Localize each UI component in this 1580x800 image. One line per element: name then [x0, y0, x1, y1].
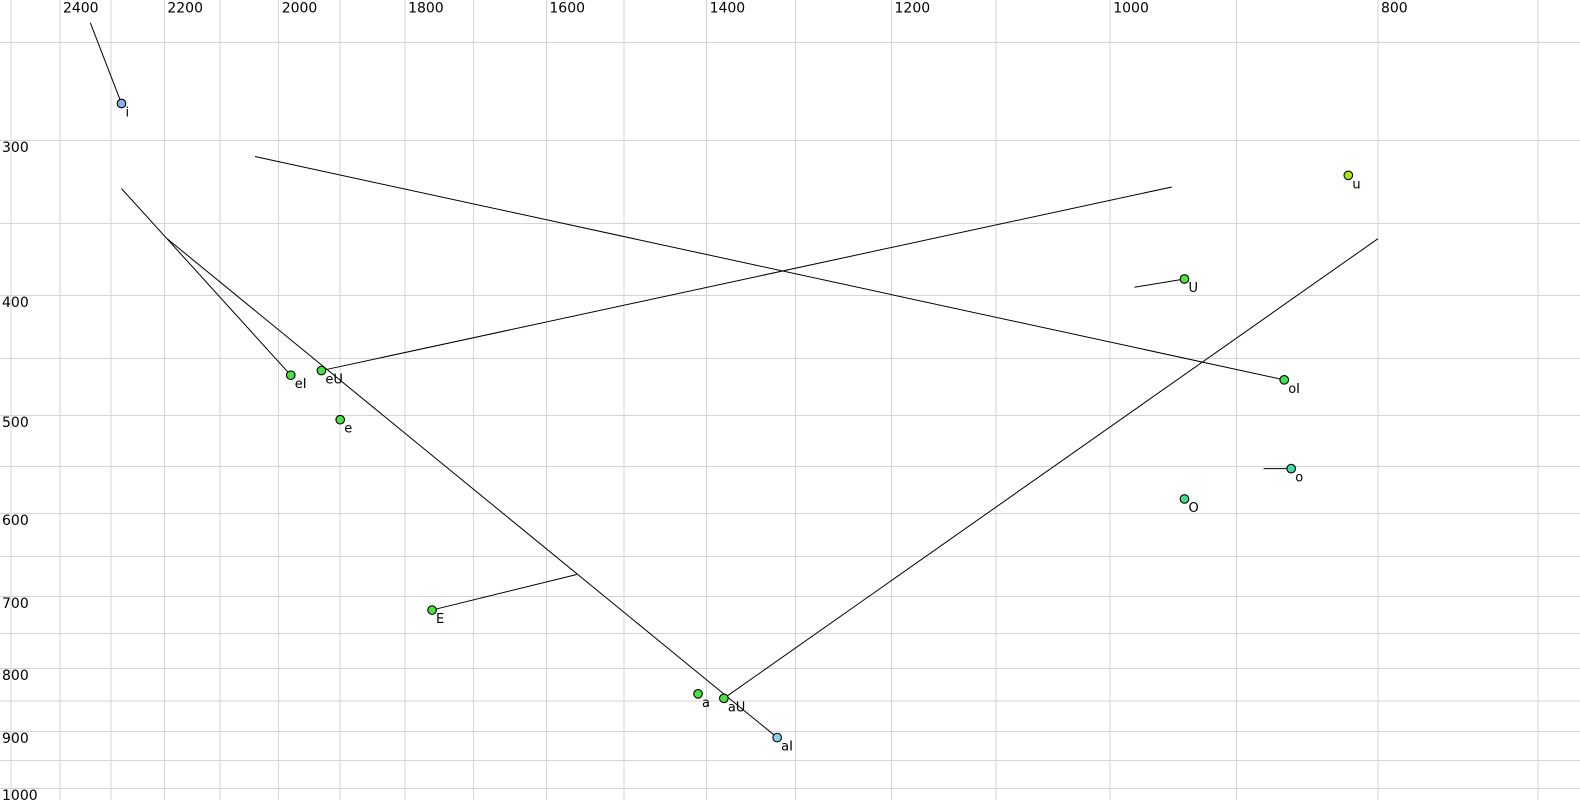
vowel-label-aU: aU	[728, 700, 745, 715]
x-tick-label: 1200	[895, 1, 931, 17]
vowel-label-eI: eI	[295, 377, 307, 392]
vowel-label-E: E	[436, 612, 444, 627]
x-tick-label: 1600	[549, 1, 585, 17]
vowel-point-u	[1343, 170, 1354, 181]
x-tick-label: 800	[1381, 1, 1408, 17]
trajectory-i	[89, 22, 122, 104]
x-tick-label: 2000	[282, 1, 318, 17]
vowel-point-eI	[285, 370, 296, 381]
x-tick-label: 1800	[408, 1, 444, 17]
vowel-label-eU: eU	[325, 373, 343, 388]
vowel-label-oI: oI	[1288, 382, 1300, 397]
vowel-point-a	[693, 689, 703, 699]
trajectory-eI	[121, 188, 292, 376]
vowel-label-O: O	[1188, 501, 1198, 516]
vowel-point-U	[1179, 274, 1190, 284]
vowel-point-i	[116, 98, 127, 109]
vowel-label-a: a	[702, 696, 710, 711]
vowel-label-U: U	[1188, 281, 1198, 296]
trajectory-eU	[321, 186, 1172, 372]
x-tick-label: 2400	[63, 1, 99, 17]
x-axis-labels: 2400 2200 2000 1800 1600 1400 1200 1000 800	[63, 1, 1408, 17]
y-tick-label: 800	[2, 668, 29, 684]
y-tick-label: 700	[2, 596, 29, 612]
glide-trajectories	[89, 22, 1379, 738]
vowel-point-oI	[1279, 374, 1290, 385]
vowel-label-i: i	[125, 105, 129, 120]
vowel-point-o	[1286, 463, 1297, 474]
x-tick-label: 2200	[167, 1, 203, 17]
y-tick-label: 900	[2, 731, 29, 747]
vowel-label-e: e	[344, 422, 352, 437]
vowel-points: i eI eU e Ea aU aI u UoI o O	[116, 98, 1361, 755]
trajectory-oI	[254, 156, 1285, 381]
trajectory-U	[1134, 278, 1185, 288]
x-tick-label: 1000	[1113, 1, 1149, 17]
vowel-point-E	[427, 605, 437, 615]
x-tick-label: 1400	[710, 1, 746, 17]
vowel-point-aU	[718, 693, 729, 704]
y-tick-label: 500	[2, 415, 29, 431]
y-tick-label: 300	[2, 140, 29, 156]
vowel-label-aI: aI	[781, 740, 793, 755]
vowel-point-eU	[316, 365, 327, 376]
trajectory-aU	[723, 238, 1379, 699]
y-tick-label: 400	[2, 295, 29, 311]
y-tick-label: 600	[2, 513, 29, 529]
vowel-label-u: u	[1352, 177, 1360, 192]
vowel-point-O	[1179, 494, 1190, 504]
vowel-point-aI	[772, 732, 783, 743]
trajectory-aI	[166, 238, 778, 738]
vowel-point-e	[335, 414, 346, 425]
y-axis-labels: 300 400 500 600 700 800 900 1000	[2, 140, 38, 800]
trajectory-E	[431, 573, 577, 611]
y-tick-label: 1000	[2, 788, 38, 800]
vowel-label-o: o	[1295, 471, 1303, 486]
